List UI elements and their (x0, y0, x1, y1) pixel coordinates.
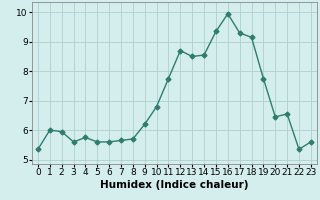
X-axis label: Humidex (Indice chaleur): Humidex (Indice chaleur) (100, 180, 249, 190)
